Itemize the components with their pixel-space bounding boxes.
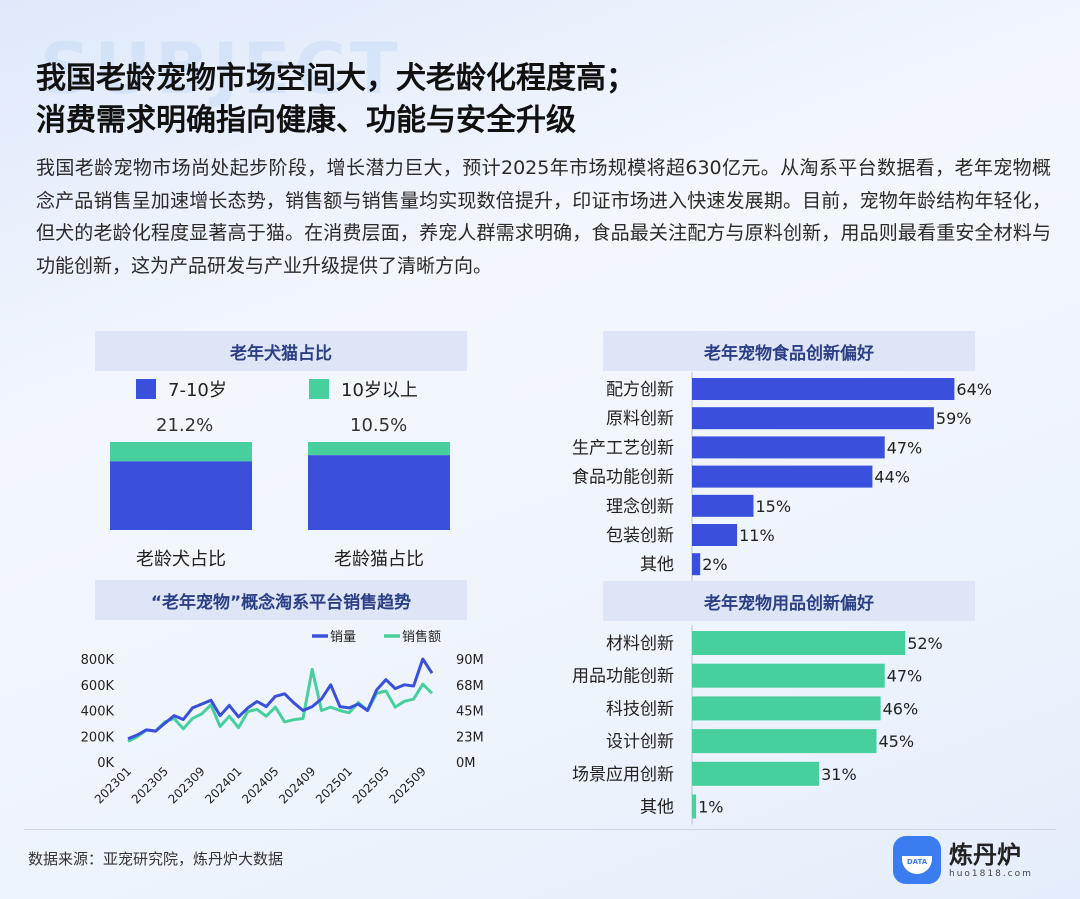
supplies-category-2: 科技创新 (606, 699, 674, 719)
food-bar-6 (692, 553, 701, 576)
supplies-bar-5 (692, 794, 697, 819)
y-left-tick-0: 0K (97, 756, 114, 771)
bar-10-plus-0 (110, 442, 252, 462)
legend-swatch-7-10 (136, 379, 156, 399)
supplies-category-3: 设计创新 (606, 732, 674, 752)
bar-10-plus-1 (308, 442, 450, 456)
y-left-tick-1: 200K (81, 730, 115, 745)
food-category-1: 原料创新 (606, 409, 674, 429)
supplies-value-2: 46% (883, 699, 919, 718)
chart-title-food-innovation: 老年宠物食品创新偏好 (603, 331, 975, 371)
supplies-category-4: 场景应用创新 (572, 765, 674, 785)
chart-title-supplies-innovation: 老年宠物用品创新偏好 (603, 581, 975, 621)
intro-paragraph: 我国老龄宠物市场尚处起步阶段，增长潜力巨大，预计2025年市场规模将超630亿元… (36, 157, 1051, 277)
x-tick-6: 202501 (313, 764, 355, 806)
age-total-dog: 21.2% (156, 415, 213, 436)
supplies-bar-2 (692, 696, 881, 721)
food-category-6: 其他 (640, 555, 674, 575)
food-category-2: 生产工艺创新 (572, 438, 674, 458)
supplies-value-4: 31% (821, 765, 857, 784)
brand-logo-block: DATA 炼丹炉 huo1818.com (893, 832, 1053, 888)
legend-label-0: 销量 (330, 630, 356, 645)
supplies-value-3: 45% (879, 732, 915, 751)
y-left-tick-2: 400K (81, 705, 115, 720)
brand-name: 炼丹炉 (949, 841, 1021, 869)
supplies-category-1: 用品功能创新 (572, 667, 674, 687)
food-bar-4 (692, 494, 754, 517)
supplies-bar-0 (692, 631, 906, 655)
x-tick-8: 202509 (387, 764, 429, 806)
legend-label-1: 销售额 (402, 629, 441, 645)
food-category-3: 食品功能创新 (572, 468, 674, 488)
x-tick-4: 202405 (239, 764, 281, 806)
brand-url: huo1818.com (949, 869, 1033, 879)
legend-label-10-plus: 10岁以上 (341, 380, 418, 401)
chart-title-age-share: 老年犬猫占比 (95, 331, 467, 371)
x-tick-5: 202409 (276, 764, 318, 806)
supplies-value-5: 1% (698, 798, 723, 817)
food-value-5: 11% (739, 526, 775, 545)
food-value-0: 64% (956, 380, 992, 399)
x-tick-1: 202305 (129, 764, 171, 806)
supplies-bar-4 (692, 761, 820, 786)
y-left-tick-3: 600K (81, 679, 115, 694)
x-tick-2: 202309 (166, 764, 208, 806)
bar-7-10-0 (110, 461, 252, 530)
x-tick-3: 202401 (202, 764, 244, 806)
bar-7-10-1 (308, 455, 450, 530)
legend-swatch-10-plus (309, 379, 329, 399)
supplies-value-1: 47% (887, 667, 923, 686)
title-line-2: 消费需求明确指向健康、功能与安全升级 (36, 103, 576, 138)
background-watermark: SUBJECT (40, 28, 402, 110)
title-line-1: 我国老龄宠物市场空间大，犬老龄化程度高； (36, 61, 636, 96)
y-right-tick-3: 68M (456, 679, 484, 694)
supplies-bar-1 (692, 663, 885, 688)
food-category-4: 理念创新 (606, 496, 674, 517)
category-label-0: 老龄犬占比 (136, 549, 226, 570)
food-value-3: 44% (874, 468, 910, 487)
food-bar-5 (692, 524, 738, 546)
food-bar-2 (692, 436, 885, 459)
brand-pot-icon: DATA (893, 836, 941, 884)
supplies-category-5: 其他 (640, 798, 674, 818)
x-tick-7: 202505 (350, 764, 392, 806)
food-bar-1 (692, 407, 934, 430)
legend-label-7-10: 7-10岁 (168, 380, 227, 401)
age-total-cat: 10.5% (350, 415, 407, 436)
y-left-tick-4: 800K (81, 653, 115, 668)
data-source: 数据来源：亚宠研究院，炼丹炉大数据 (28, 850, 284, 868)
chart-title-sales-trend: “老年宠物”概念淘系平台销售趋势 (95, 580, 467, 620)
food-category-5: 包装创新 (606, 526, 674, 546)
food-category-0: 配方创新 (606, 380, 674, 400)
food-value-6: 2% (702, 555, 727, 574)
series-line-1 (127, 667, 434, 743)
y-right-tick-1: 23M (456, 730, 484, 745)
y-right-tick-0: 0M (456, 756, 476, 771)
food-value-4: 15% (756, 497, 792, 516)
food-value-1: 59% (936, 409, 972, 428)
y-right-tick-2: 45M (456, 705, 484, 720)
supplies-bar-3 (692, 729, 877, 754)
series-line-0 (127, 657, 434, 741)
brand-logo-text: DATA (902, 856, 932, 874)
category-label-1: 老龄猫占比 (334, 549, 424, 570)
food-bar-3 (692, 465, 873, 488)
food-bar-0 (692, 378, 955, 400)
supplies-value-0: 52% (907, 634, 943, 653)
y-right-tick-4: 90M (456, 653, 484, 668)
page-title: 我国老龄宠物市场空间大，犬老龄化程度高； 消费需求明确指向健康、功能与安全升级 (36, 58, 1046, 142)
supplies-category-0: 材料创新 (606, 634, 674, 654)
footer-divider (24, 829, 1056, 830)
food-value-2: 47% (887, 438, 923, 457)
